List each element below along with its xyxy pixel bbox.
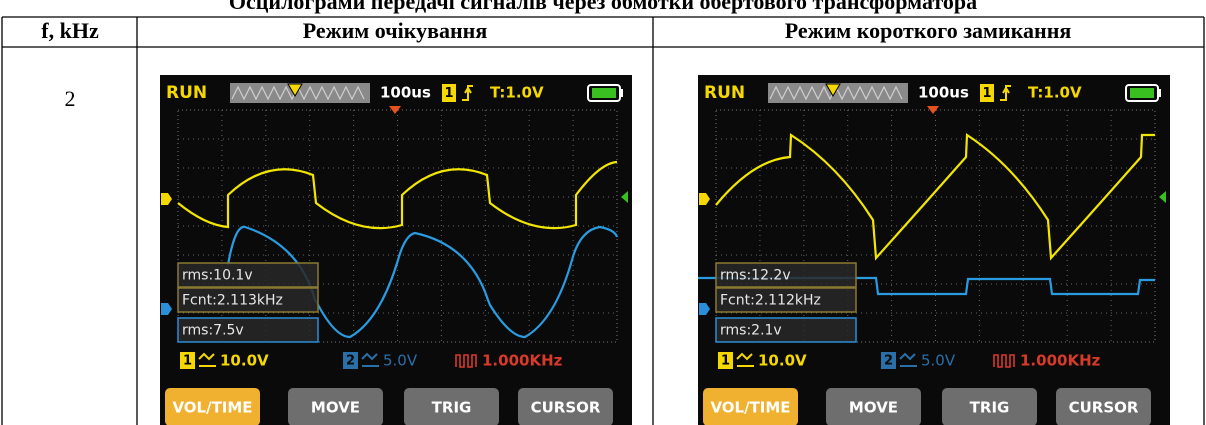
trigger: T:1.0V [1028, 84, 1082, 102]
oscilloscope-screen: RUN 100us 1 T:1.0V rms:12.2v Fcnt:2.112kHz rms… [698, 75, 1170, 425]
button-label: VOL/TIME [710, 399, 790, 417]
frequency-cell: 2 [65, 86, 76, 111]
trigger: T:1.0V [490, 84, 544, 102]
frequency: 1.000KHz [482, 352, 563, 370]
status: RUN [704, 83, 745, 103]
header-cell: f, kHz [41, 18, 99, 43]
button-label: TRIG [970, 399, 1010, 417]
page: Осцилограми передачі сигналів через обмо… [0, 0, 1206, 425]
measurement: rms:10.1v [182, 268, 253, 284]
ch1-scale: 10.0V [220, 352, 269, 370]
timebase: 100us [380, 84, 431, 102]
trigger-channel: 1 [444, 86, 453, 101]
button-label: CURSOR [531, 399, 601, 417]
header-cell: Режим короткого замикання [785, 18, 1072, 43]
button-label: TRIG [432, 399, 472, 417]
button-label: CURSOR [1069, 399, 1139, 417]
measurement: Fcnt:2.112kHz [720, 293, 821, 309]
ch2-scale: 5.0V [383, 352, 418, 370]
ch2-badge-label: 2 [346, 354, 355, 369]
title: Осцилограми передачі сигналів через обмо… [229, 0, 977, 14]
button-label: MOVE [311, 399, 360, 417]
button-label: VOL/TIME [172, 399, 252, 417]
measurement: Fcnt:2.113kHz [182, 293, 283, 309]
measurement: rms:2.1v [720, 323, 782, 339]
ch1-badge-label: 1 [183, 354, 192, 369]
battery-level [1130, 88, 1154, 98]
oscilloscope-screen: RUN 100us 1 T:1.0V rms:10.1v Fcnt:2.113kHz rms… [160, 75, 632, 425]
screen-bg [698, 75, 1170, 425]
button-label: MOVE [849, 399, 898, 417]
measurement: rms:12.2v [720, 268, 791, 284]
ch2-scale: 5.0V [921, 352, 956, 370]
trigger-channel: 1 [982, 86, 991, 101]
battery-tip [620, 89, 623, 97]
header-cell: Режим очікування [303, 18, 488, 43]
measurement: rms:7.5v [182, 323, 244, 339]
battery-tip [1158, 89, 1161, 97]
document: Осцилограми передачі сигналів через обмо… [0, 0, 1206, 425]
ch1-scale: 10.0V [758, 352, 807, 370]
timebase: 100us [918, 84, 969, 102]
ch1-badge-label: 1 [721, 354, 730, 369]
ch2-badge-label: 2 [884, 354, 893, 369]
frequency: 1.000KHz [1020, 352, 1101, 370]
battery-level [592, 88, 616, 98]
status: RUN [166, 83, 207, 103]
